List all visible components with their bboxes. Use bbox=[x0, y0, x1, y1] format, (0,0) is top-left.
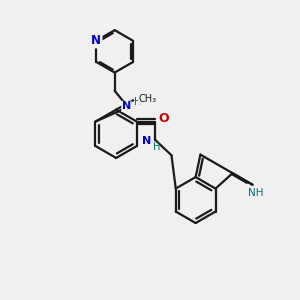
Text: CH₃: CH₃ bbox=[139, 94, 157, 104]
Text: N: N bbox=[91, 34, 101, 47]
Text: N: N bbox=[122, 101, 131, 111]
Text: O: O bbox=[158, 112, 169, 125]
Text: H: H bbox=[134, 97, 141, 107]
Text: NH: NH bbox=[248, 188, 263, 198]
Text: N: N bbox=[142, 136, 152, 146]
Text: H: H bbox=[153, 142, 160, 152]
